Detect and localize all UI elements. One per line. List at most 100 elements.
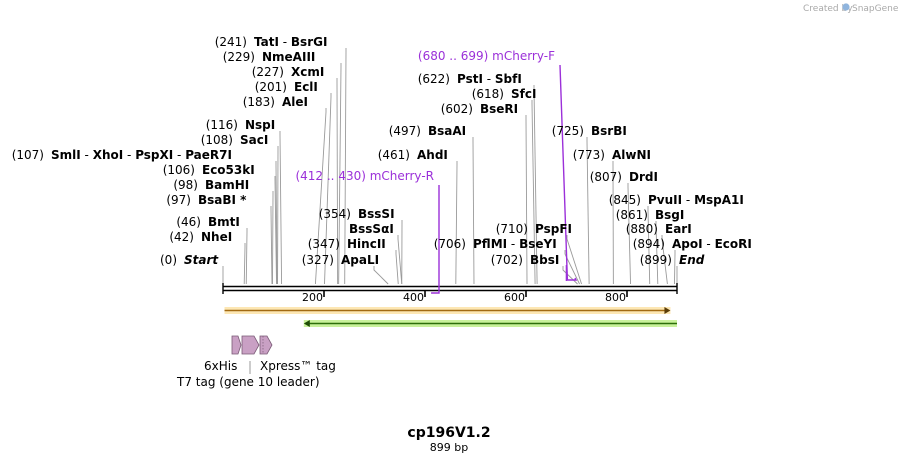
site-apali[interactable]: (327) ApaLI	[302, 253, 379, 267]
site-hincii[interactable]: (347) HincII	[308, 237, 386, 251]
site-name-psti-sbfi: PstI - SbfI	[457, 72, 522, 86]
site-xcmi[interactable]: (227) XcmI	[252, 65, 325, 79]
site-name-nmeaiii: NmeAIII	[262, 50, 315, 64]
site-position-bseri: (602)	[441, 102, 473, 116]
site-apoi-ecori[interactable]: (894) ApoI - EcoRI	[633, 237, 752, 251]
site-pflmi-bseyi[interactable]: (706) PflMI - BseYI	[434, 237, 557, 251]
t7-tag-feature[interactable]	[241, 335, 260, 355]
6xhis-feature[interactable]	[231, 335, 242, 355]
site-name-bamhi: BamHI	[205, 178, 249, 192]
primer-marks: (680 .. 699) mCherry-F (412 .. 430) mCher…	[295, 49, 578, 294]
leader-nspi	[279, 131, 283, 285]
site-position-drdi: (807)	[590, 170, 622, 184]
site-eari[interactable]: (880) EarI	[626, 222, 692, 236]
site-name-drdi: DrdI	[629, 170, 658, 184]
primer-label-mcherry-r: (412 .. 430) mCherry-R	[295, 169, 434, 183]
site-eco53ki[interactable]: (106) Eco53kI	[163, 163, 255, 177]
leader-ecli	[324, 93, 332, 285]
site-alei[interactable]: (183) AleI	[243, 95, 308, 109]
site-nmeaiii[interactable]: (229) NmeAIII	[223, 50, 316, 64]
site-bsrbi[interactable]: (725) BsrBI	[552, 124, 627, 138]
site-pspfi[interactable]: (710) PspFI	[496, 222, 572, 236]
primer-mcherry-f[interactable]: (680 .. 699) mCherry-F	[418, 49, 578, 281]
site-pvuii-mspa1i[interactable]: (845) PvuII - MspA1I	[609, 193, 744, 207]
site-position-nhei: (42)	[169, 230, 194, 244]
site-name-sfci: SfcI	[511, 87, 536, 101]
site-nhei[interactable]: (42) NheI	[169, 230, 232, 244]
site-position-hincii: (347)	[308, 237, 340, 251]
leader-eari	[661, 235, 668, 285]
tick-label-200: 200	[302, 291, 323, 304]
ruler-ticks: 200 400 600 800	[302, 290, 628, 304]
site-start[interactable]: (0) Start	[160, 253, 219, 267]
site-name-xcmi: XcmI	[291, 65, 324, 79]
site-bmti[interactable]: (46) BmtI	[176, 215, 240, 229]
tick-label-400: 400	[403, 291, 424, 304]
site-position-start: (0)	[160, 253, 177, 267]
site-name-tati-bsrgi: TatI - BsrGI	[254, 35, 327, 49]
site-name-eari: EarI	[665, 222, 692, 236]
site-position-bamhi: (98)	[173, 178, 198, 192]
site-position-bmti: (46)	[176, 215, 201, 229]
site-name-bsabi: BsaBI *	[198, 193, 247, 207]
site-name-bmti: BmtI	[208, 215, 240, 229]
sequence-backbone	[222, 283, 678, 294]
site-ahdi[interactable]: (461) AhdI	[378, 148, 448, 162]
site-drdi[interactable]: (807) DrdI	[590, 170, 658, 184]
site-position-nspi: (116)	[206, 118, 238, 132]
site-position-bsssi: (354)	[319, 207, 351, 221]
leader-apoi-ecori	[674, 250, 676, 285]
leader-apali	[373, 266, 389, 285]
site-bseri[interactable]: (602) BseRI	[441, 102, 518, 116]
leader-lines	[222, 48, 678, 285]
site-name-eco53ki: Eco53kI	[202, 163, 255, 177]
credit-text: Created by	[803, 4, 853, 14]
site-position-pspfi: (710)	[496, 222, 528, 236]
site-bsss-i[interactable]: BssSαI	[349, 222, 394, 236]
leader-bsrbi	[586, 137, 590, 285]
site-position-bsaai: (497)	[389, 124, 421, 138]
site-sfci[interactable]: (618) SfcI	[472, 87, 537, 101]
site-smli-xhoi-pspxi-paer7i[interactable]: (107) SmlI - XhoI - PspXI - PaeR7I	[12, 148, 232, 162]
site-position-pflmi-bseyi: (706)	[434, 237, 466, 251]
site-name-saci: SacI	[240, 133, 268, 147]
leader-alei	[314, 108, 327, 285]
orange-arrow-head	[664, 307, 671, 314]
site-bsabi[interactable]: (97) BsaBI *	[166, 193, 247, 207]
site-position-sfci: (618)	[472, 87, 504, 101]
site-bbsi[interactable]: (702) BbsI	[491, 253, 560, 267]
leader-ahdi	[455, 161, 458, 285]
site-name-bbsi: BbsI	[530, 253, 559, 267]
site-bsssi[interactable]: (354) BssSI	[319, 207, 395, 221]
site-position-alwni: (773)	[573, 148, 605, 162]
leader-nhei	[243, 243, 246, 285]
leader-bsss-i	[397, 235, 403, 285]
site-bsgi[interactable]: (861) BsgI	[616, 208, 685, 222]
site-nspi[interactable]: (116) NspI	[206, 118, 276, 132]
xpress-tag-feature[interactable]	[259, 335, 273, 355]
primer-mcherry-r[interactable]: (412 .. 430) mCherry-R	[295, 169, 440, 294]
site-bamhi[interactable]: (98) BamHI	[173, 178, 249, 192]
leader-bseri	[525, 115, 528, 285]
primer-bar-mcherry-r	[431, 185, 440, 294]
site-end[interactable]: (899) End	[640, 253, 705, 267]
leader-psti-sbfi	[533, 85, 538, 285]
leader-bsaai	[472, 137, 475, 285]
site-name-pvuii-mspa1i: PvuII - MspA1I	[648, 193, 744, 207]
site-name-apoi-ecori: ApoI - EcoRI	[672, 237, 752, 251]
site-bsaai[interactable]: (497) BsaAI	[389, 124, 466, 138]
leader-bsabi	[270, 206, 273, 285]
feature-arrows	[224, 307, 677, 327]
green-arrow-head	[303, 320, 310, 327]
site-position-eco53ki: (106)	[163, 163, 195, 177]
site-tati-bsrgi[interactable]: (241) TatI - BsrGI	[215, 35, 328, 49]
site-ecli[interactable]: (201) EclI	[255, 80, 318, 94]
xpress-tag-label: Xpress™ tag	[260, 359, 336, 373]
site-psti-sbfi[interactable]: (622) PstI - SbfI	[418, 72, 522, 86]
site-position-xcmi: (227)	[252, 65, 284, 79]
site-saci[interactable]: (108) SacI	[201, 133, 269, 147]
site-name-alwni: AlwNI	[612, 148, 651, 162]
site-name-end: End	[679, 253, 705, 267]
site-name-nspi: NspI	[245, 118, 275, 132]
site-alwni[interactable]: (773) AlwNI	[573, 148, 651, 162]
